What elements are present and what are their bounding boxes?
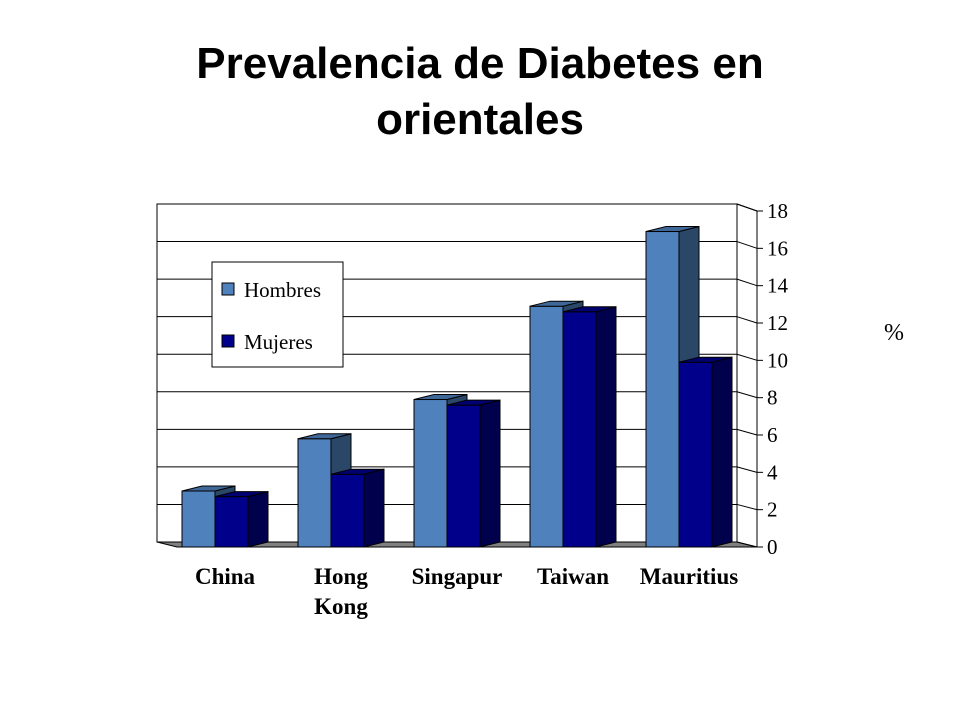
bar-front [529, 305, 564, 548]
bar-top [446, 399, 501, 406]
category-label-4-0: Mauritius [640, 564, 738, 589]
y-axis-unit: % [884, 320, 904, 346]
chart-title-line-2: orientales [376, 95, 584, 144]
bar-top [645, 226, 700, 233]
bar-front [413, 399, 448, 548]
tick-diag-9 [736, 203, 758, 212]
tick-diag-6 [736, 316, 758, 324]
legend-swatch-1 [221, 334, 235, 348]
bar-mujeres-0 [214, 490, 269, 548]
chart-title-line-1: Prevalencia de Diabetes en [196, 39, 764, 88]
y-tick-label-7: 14 [767, 274, 789, 298]
bar-top [297, 433, 352, 440]
tick-diag-0 [736, 541, 758, 548]
bar-top [181, 485, 236, 492]
y-tick-label-4: 8 [767, 386, 778, 410]
tick-diag-2 [736, 466, 758, 473]
bar-side [247, 490, 269, 548]
bar-top [562, 306, 617, 313]
bar-mujeres-3 [562, 306, 617, 548]
tick-diag-8 [736, 241, 758, 249]
bar-top [330, 468, 385, 475]
legend-box [211, 261, 344, 368]
legend: Hombres Mujeres [211, 261, 344, 368]
y-tick-label-1: 2 [767, 498, 778, 522]
bar-mujeres-4 [678, 356, 733, 548]
tick-diag-3 [736, 428, 758, 436]
category-label-2-0: Singapur [412, 564, 503, 589]
category-label-0-0: China [195, 564, 256, 589]
tick-diag-4 [736, 391, 758, 399]
bar-front [678, 361, 713, 548]
bar-side [595, 306, 617, 548]
y-tick-label-8: 16 [767, 236, 788, 260]
bar-front [214, 496, 249, 548]
bar-top [678, 356, 733, 363]
category-label-3-0: Taiwan [537, 564, 609, 589]
bar-front [330, 473, 365, 548]
bar-front [181, 490, 216, 548]
bar-side [363, 468, 385, 548]
y-tick-label-0: 0 [767, 535, 778, 559]
y-tick-label-6: 12 [767, 311, 788, 335]
y-tick-label-5: 10 [767, 348, 788, 372]
bars-layer [181, 225, 733, 548]
bar-side [711, 356, 733, 548]
bar-front [297, 438, 332, 548]
axis-layer: China Hong Kong Singapur Taiwan Mauritius 0 2 4 6… [195, 199, 904, 619]
y-tick-label-3: 6 [767, 423, 778, 447]
legend-swatch-0 [221, 282, 235, 296]
bar-front [645, 231, 680, 548]
legend-label-0: Hombres [244, 278, 321, 302]
category-label-1-1: Kong [314, 594, 368, 619]
bar-mujeres-1 [330, 468, 385, 548]
category-label-1-0: Hong [314, 564, 368, 589]
bar-front [446, 404, 481, 548]
legend-label-1: Mujeres [244, 330, 313, 354]
bar-mujeres-2 [446, 399, 501, 548]
y-tick-label-9: 18 [767, 199, 788, 223]
chart-title: Prevalencia de Diabetes en orientales [180, 36, 780, 148]
tick-diag-1 [736, 503, 758, 511]
bar-top [529, 300, 584, 307]
y-tick-label-2: 4 [767, 460, 778, 484]
bar-top [214, 491, 269, 498]
tick-diag-7 [736, 278, 758, 287]
bar-front [562, 311, 597, 548]
tick-diag-5 [736, 353, 758, 361]
bar-side [479, 399, 501, 548]
bar-top [413, 394, 468, 401]
